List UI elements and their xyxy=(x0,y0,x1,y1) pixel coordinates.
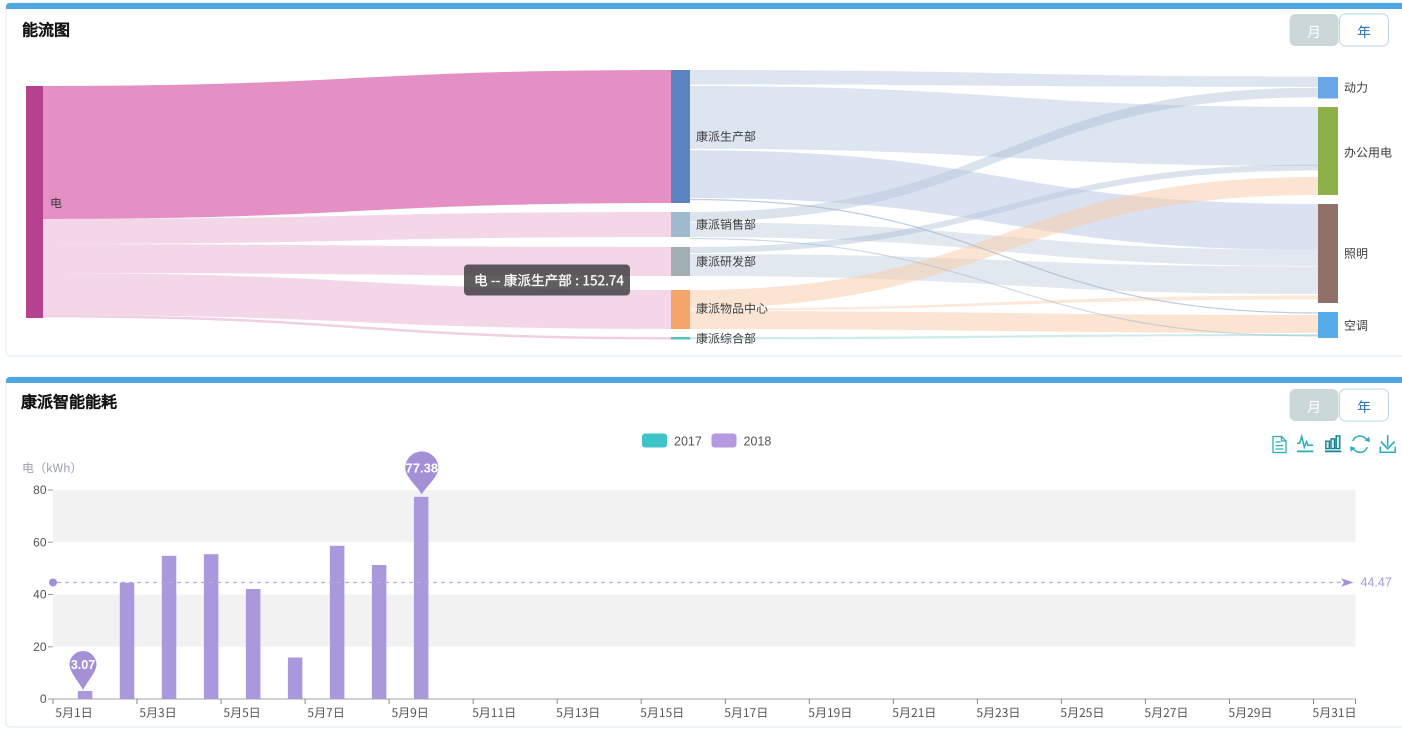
svg-text:2018: 2018 xyxy=(744,434,772,448)
svg-text:77.38: 77.38 xyxy=(406,461,439,476)
svg-text:60: 60 xyxy=(33,535,47,549)
svg-text:2017: 2017 xyxy=(674,434,702,448)
svg-text:44.47: 44.47 xyxy=(1361,576,1392,590)
svg-text:0: 0 xyxy=(40,692,47,706)
svg-text:40: 40 xyxy=(33,588,47,602)
svg-text:20: 20 xyxy=(33,640,47,654)
svg-text:80: 80 xyxy=(33,483,47,497)
svg-text:3.07: 3.07 xyxy=(71,658,95,672)
